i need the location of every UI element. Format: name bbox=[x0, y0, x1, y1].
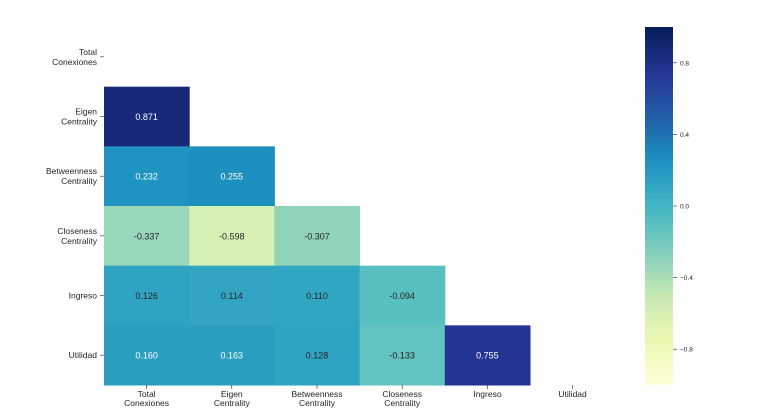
cell-value-label: 0.163 bbox=[221, 351, 244, 361]
cell-value-label: -0.337 bbox=[134, 231, 160, 241]
cell-value-label: -0.133 bbox=[389, 351, 415, 361]
colorbar-tick-label: −0.4 bbox=[680, 275, 693, 282]
heatmap-cell bbox=[189, 325, 275, 386]
colorbar-tick-label: 0.0 bbox=[680, 204, 689, 211]
cell-value-label: -0.598 bbox=[219, 231, 245, 241]
row-label: Betweenness bbox=[46, 166, 97, 176]
cell-value-label: 0.755 bbox=[476, 351, 499, 361]
row-label: Total bbox=[79, 47, 97, 57]
heatmap-cell bbox=[104, 265, 190, 326]
column-label: Conexiones bbox=[124, 398, 169, 408]
colorbar-ticks: 0.8 0.4 0.0 −0.4 −0.8 bbox=[673, 60, 693, 354]
cell-value-label: -0.307 bbox=[304, 231, 330, 241]
colorbar bbox=[645, 27, 673, 385]
heatmap-cell bbox=[274, 325, 361, 386]
heatmap-cell bbox=[274, 206, 361, 267]
column-label: Centrality bbox=[299, 398, 336, 408]
heatmap-cells bbox=[104, 86, 531, 386]
heatmap-cell bbox=[189, 146, 275, 207]
row-label: Utilidad bbox=[69, 350, 98, 360]
cell-value-label: 0.871 bbox=[135, 112, 158, 122]
heatmap-cell bbox=[189, 265, 275, 326]
column-label: Eigen bbox=[221, 389, 243, 399]
heatmap-cell bbox=[359, 265, 446, 326]
column-labels: TotalConexionesEigenCentralityBetweennes… bbox=[124, 385, 587, 408]
row-labels: TotalConexionesEigenCentralityBetweennes… bbox=[46, 47, 104, 360]
row-label: Ingreso bbox=[69, 291, 98, 301]
heatmap-cell bbox=[104, 146, 190, 207]
row-label: Closeness bbox=[57, 226, 97, 236]
row-label: Centrality bbox=[61, 236, 98, 246]
column-label: Centrality bbox=[214, 398, 251, 408]
row-label: Centrality bbox=[61, 176, 98, 186]
heatmap-annotations: 0.871 0.232 0.255 -0.337 -0.598 -0.307 0.126 0.… bbox=[134, 112, 499, 361]
heatmap-cell bbox=[104, 86, 190, 147]
heatmap-cell bbox=[274, 265, 361, 326]
column-label: Total bbox=[138, 389, 156, 399]
colorbar-tick-label: 0.4 bbox=[680, 132, 689, 139]
colorbar-gradient bbox=[645, 27, 673, 385]
colorbar-tick-label: −0.8 bbox=[680, 347, 693, 354]
cell-value-label: 0.160 bbox=[135, 351, 158, 361]
heatmap-cell bbox=[189, 206, 275, 267]
column-label: Closeness bbox=[382, 389, 422, 399]
heatmap-cell bbox=[444, 325, 531, 386]
cell-value-label: 0.128 bbox=[306, 351, 329, 361]
cell-value-label: 0.110 bbox=[306, 291, 328, 301]
cell-value-label: 0.114 bbox=[221, 291, 243, 301]
column-label: Ingreso bbox=[473, 389, 502, 399]
heatmap-cell bbox=[104, 206, 190, 267]
column-label: Centrality bbox=[384, 398, 421, 408]
column-label: Betweenness bbox=[291, 389, 342, 399]
row-label: Eigen bbox=[75, 107, 97, 117]
row-label: Conexiones bbox=[52, 57, 97, 67]
colorbar-tick-label: 0.8 bbox=[680, 60, 689, 67]
cell-value-label: -0.094 bbox=[389, 291, 415, 301]
heatmap-cell bbox=[359, 325, 446, 386]
cell-value-label: 0.255 bbox=[221, 172, 244, 182]
row-label: Centrality bbox=[61, 117, 98, 127]
column-label: Utilidad bbox=[558, 389, 587, 399]
heatmap-cell bbox=[104, 325, 190, 386]
cell-value-label: 0.232 bbox=[135, 172, 158, 182]
cell-value-label: 0.126 bbox=[135, 291, 158, 301]
